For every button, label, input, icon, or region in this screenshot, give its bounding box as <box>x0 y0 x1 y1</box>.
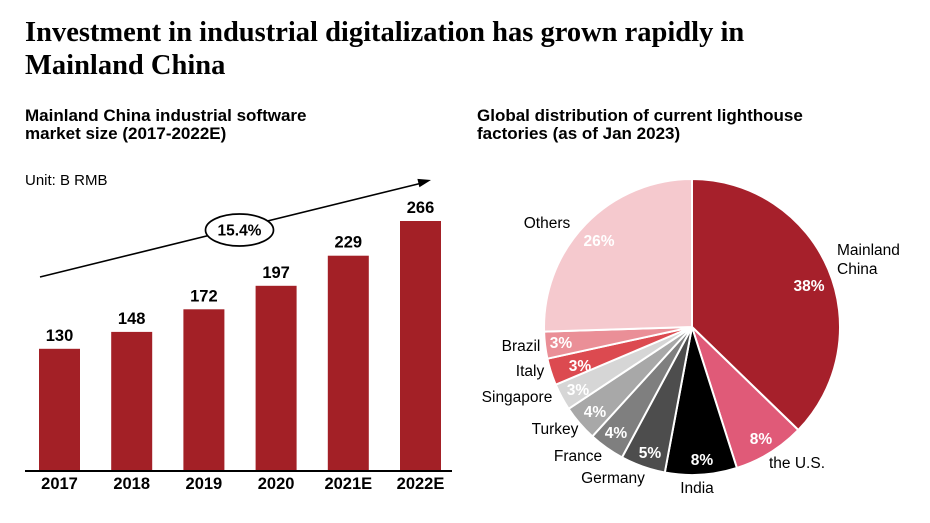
pie-pct-label: 3% <box>567 382 590 399</box>
bar-category-label: 2017 <box>41 475 78 493</box>
pie-pct-label: 3% <box>569 358 592 375</box>
bar-category-label: 2021E <box>324 475 372 493</box>
pie-country-label: Italy <box>516 363 545 380</box>
pie-pct-label: 8% <box>691 452 714 469</box>
pie-country-label: Singapore <box>482 389 553 406</box>
pie-pct-label: 4% <box>605 425 628 442</box>
pie-pct-label: 5% <box>639 445 662 462</box>
pie-slice-mainland-china <box>691 178 841 431</box>
pie-pct-label: 26% <box>583 233 614 250</box>
bar-value-label: 148 <box>118 310 146 328</box>
pie-slice-others <box>543 178 693 333</box>
pie-country-label: Others <box>524 215 571 232</box>
pie-country-label: Brazil <box>502 338 541 355</box>
bar-value-label: 229 <box>335 234 363 252</box>
bar-category-label: 2020 <box>258 475 295 493</box>
bar-value-label: 130 <box>46 327 74 345</box>
bar-value-label: 266 <box>407 199 435 217</box>
growth-rate-ellipse <box>204 213 275 247</box>
bar-value-label: 172 <box>190 287 218 305</box>
trend-arrowhead-icon <box>417 178 431 188</box>
pie-chart: 38% Mainland China 8% the U.S. 8% India 5% Germa… <box>482 178 900 497</box>
bar-category-label: 2022E <box>397 475 445 493</box>
pie-country-label: Mainland China <box>837 242 900 278</box>
growth-rate-label: 15.4% <box>218 223 262 240</box>
bar-2019 <box>183 309 225 471</box>
bar-chart-title: Mainland China industrial software marke… <box>25 106 307 143</box>
pie-pct-label: 38% <box>793 278 824 295</box>
pie-country-label: Germany <box>581 470 645 487</box>
slide-title: Investment in industrial digitalization … <box>25 17 745 81</box>
bar-2022E <box>400 221 441 471</box>
bar-2020 <box>255 285 297 471</box>
unit-label: Unit: B RMB <box>25 172 108 189</box>
pie-chart-title: Global distribution of current lighthous… <box>477 106 803 143</box>
bar-chart: 130 2017 148 2018 172 2019 197 2020 229 2021E 266 2… <box>25 178 452 493</box>
pie-country-label: India <box>680 480 714 497</box>
pie-pct-label: 4% <box>584 404 607 421</box>
pie-country-label: the U.S. <box>769 455 825 472</box>
bar-category-label: 2018 <box>113 475 150 493</box>
bar-2017 <box>39 348 80 471</box>
bar-category-label: 2019 <box>186 475 223 493</box>
bar-2021E <box>327 255 369 471</box>
pie-pct-label: 8% <box>750 431 773 448</box>
pie-pct-label: 3% <box>550 335 573 352</box>
pie-country-label: France <box>554 448 602 465</box>
bar-value-label: 197 <box>262 264 290 282</box>
bar-2018 <box>111 331 153 471</box>
pie-country-label: Turkey <box>532 421 579 438</box>
